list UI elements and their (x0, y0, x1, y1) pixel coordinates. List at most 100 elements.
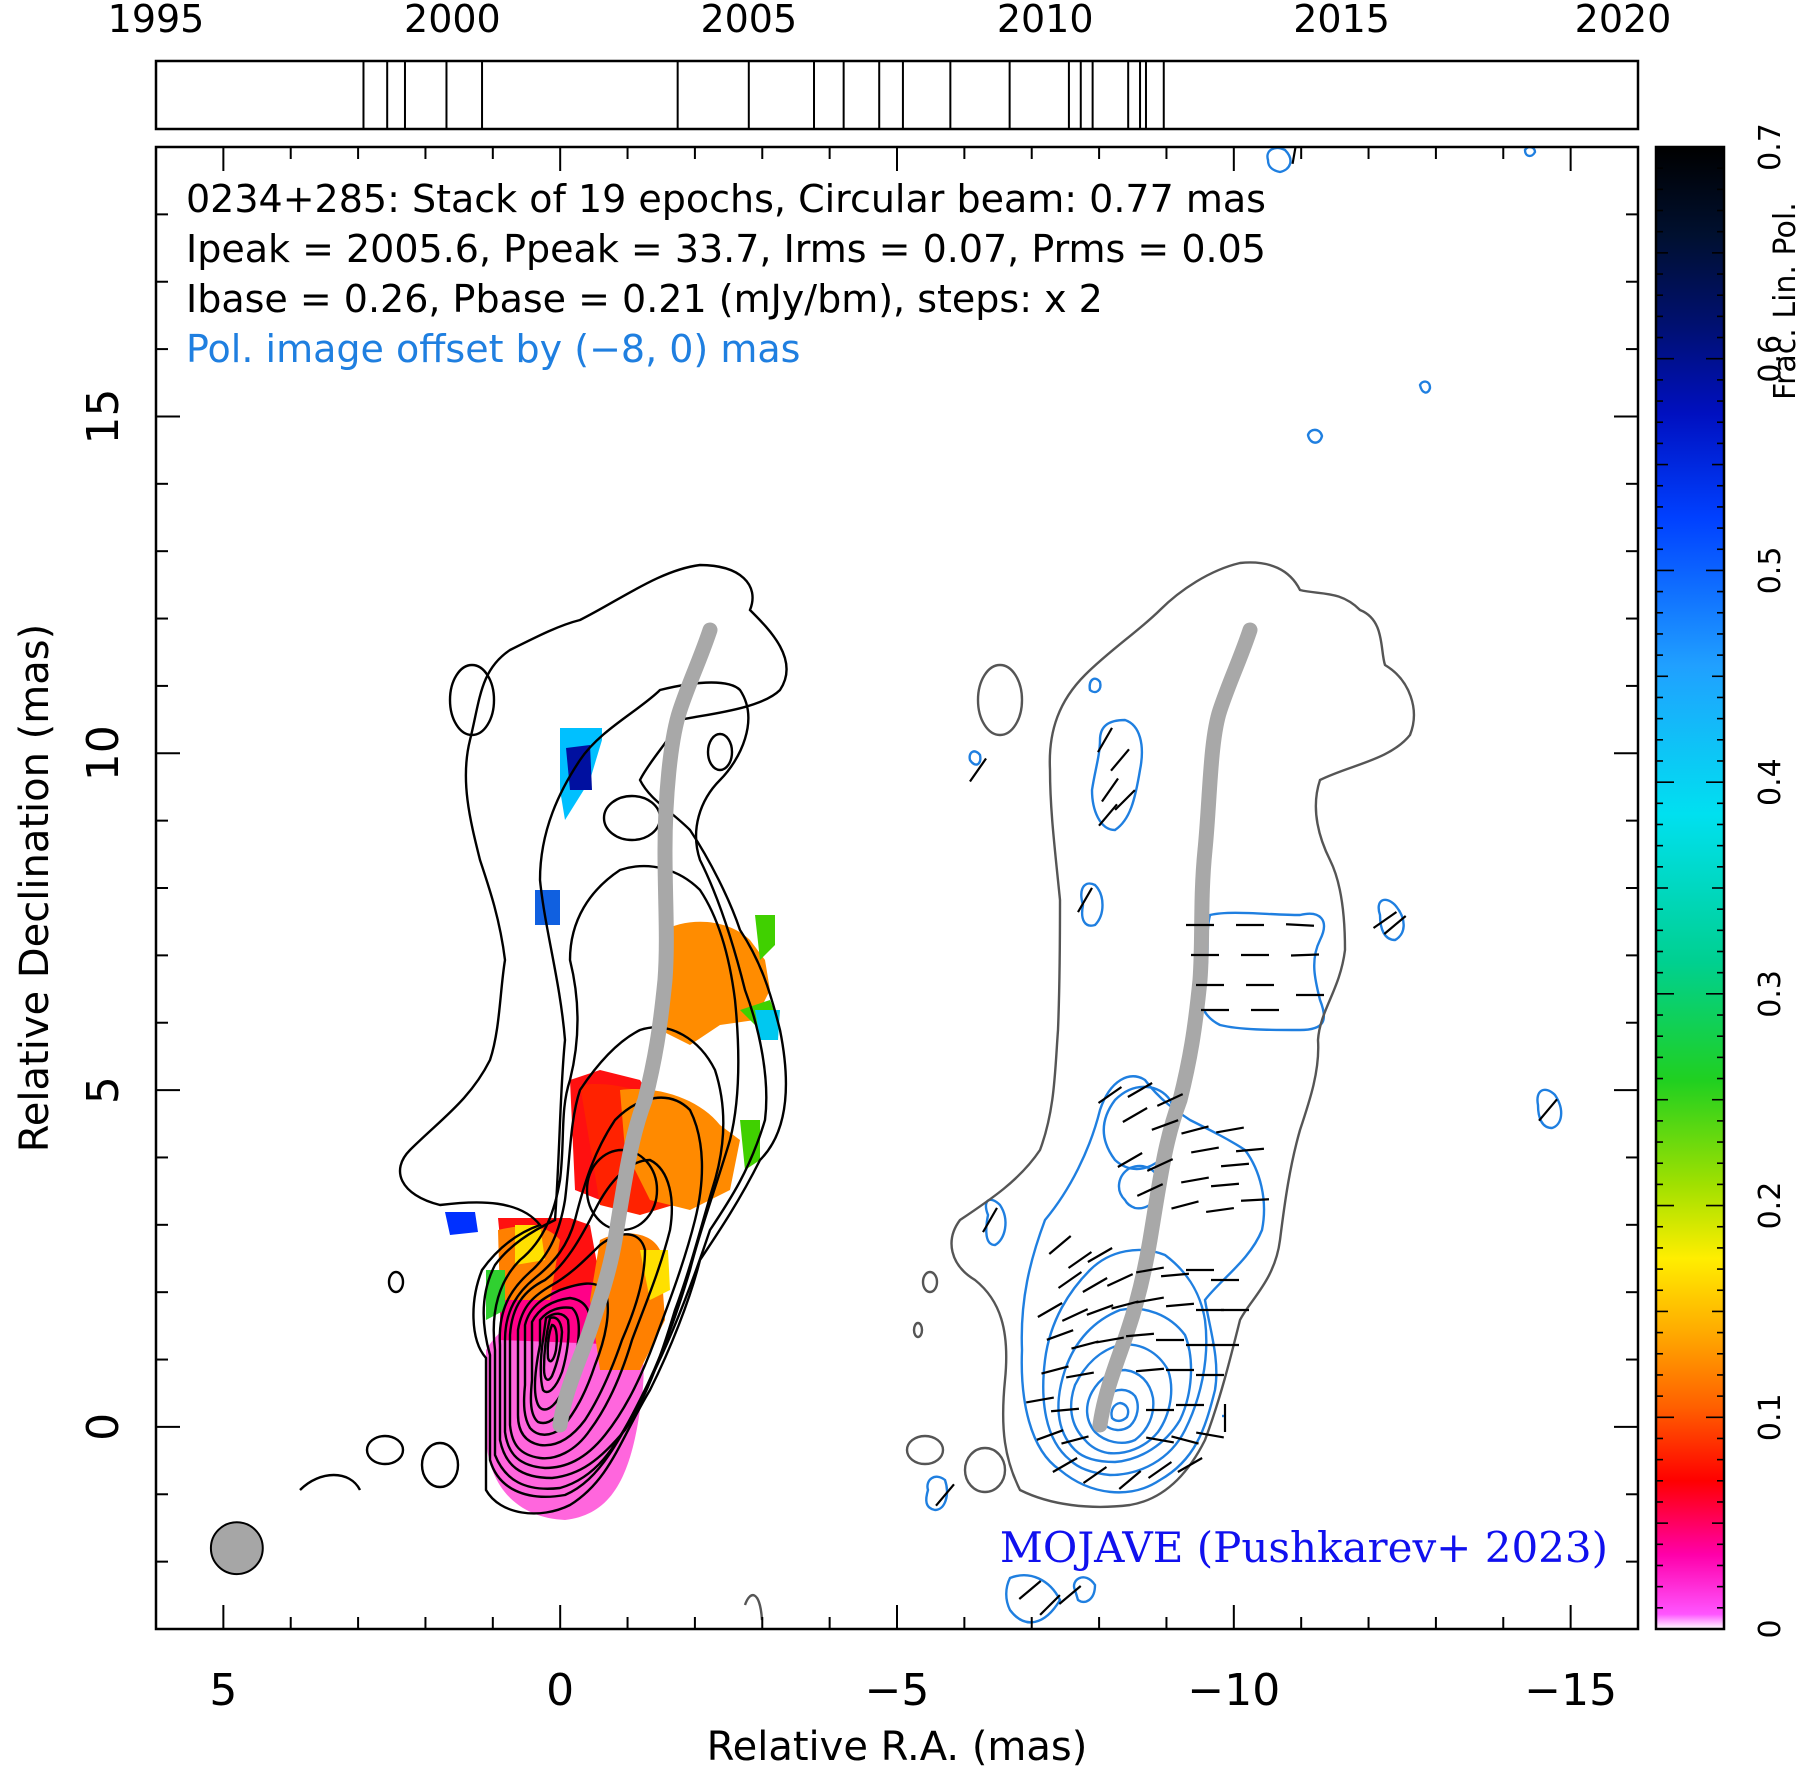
evpa-tick (1036, 1429, 1064, 1441)
pol-region-blue-top-core (566, 745, 592, 790)
colorbar-tick-label: 0.7 (1753, 123, 1788, 171)
colorbar-tick-label: 0.5 (1753, 547, 1788, 595)
pol-region-upper-cyan (755, 1010, 780, 1040)
colorbar-tick-label: 0.4 (1753, 758, 1788, 806)
evpa-tick (1077, 887, 1093, 913)
pol-region-green (486, 1270, 505, 1320)
evpa-tick (1146, 1436, 1174, 1444)
evpa-tick (1216, 1126, 1244, 1134)
evpa-tick (1285, 923, 1315, 927)
evpa-tick (969, 757, 987, 783)
evpa-tick (1050, 1407, 1080, 1413)
pol-region-mid-orange (620, 1089, 740, 1210)
timeline-frame (154, 59, 1640, 131)
colorbar-ticks (1656, 146, 1724, 1630)
evpa-tick (1210, 1182, 1240, 1188)
evpa-tick (1096, 1336, 1124, 1344)
y-tick-label: 5 (78, 1076, 129, 1104)
credit-label: MOJAVE (Pushkarev+ 2023) (1000, 1523, 1608, 1572)
evpa-tick (1136, 1296, 1164, 1304)
evpa-tick (1037, 1302, 1063, 1318)
colorbar-tick-label: 0.1 (1753, 1393, 1788, 1441)
evpa-tick (1098, 803, 1118, 827)
header-line-1: 0234+285: Stack of 19 epochs, Circular b… (186, 177, 1266, 221)
colorbar-tick-label: 0 (1753, 1619, 1788, 1638)
evpa-tick (1220, 1162, 1250, 1168)
timeline-year-label: 2020 (1575, 0, 1672, 41)
evpa-tick (982, 1207, 998, 1233)
evpa-tick (1291, 147, 1297, 164)
evpa-tick (1087, 1247, 1113, 1263)
y-tick-label: 15 (78, 388, 129, 444)
pol-region-upper-orange (660, 921, 770, 1045)
y-tick-label: 10 (78, 725, 129, 781)
jet-ridge-line-left (552, 622, 718, 1433)
evpa-tick (1151, 1119, 1179, 1131)
evpa-ticks (935, 147, 1558, 1616)
evpa-tick (1067, 1251, 1093, 1269)
evpa-tick (1052, 1457, 1078, 1473)
timeline-year-label: 2010 (997, 0, 1094, 41)
evpa-tick (1046, 1329, 1074, 1341)
pol-region-blue-left (445, 1212, 478, 1235)
polarized-intensity-contours-right (925, 147, 1563, 1624)
colorbar-label: Frac. Lin. Pol. (1768, 202, 1803, 400)
evpa-tick (1114, 789, 1136, 811)
evpa-tick (1372, 911, 1398, 929)
evpa-tick (1171, 1200, 1199, 1210)
x-tick-label: −10 (1187, 1665, 1280, 1716)
evpa-tick (1181, 1125, 1209, 1135)
evpa-tick (1205, 1206, 1235, 1214)
colorbar: 0 0.1 0.2 0.3 0.4 0.5 0.6 0.7 Frac. Lin. Pol. (1654, 123, 1803, 1639)
jet-ridge-line-right (1092, 622, 1258, 1433)
evpa-tick (1097, 727, 1113, 753)
x-tick-label: 0 (546, 1665, 574, 1716)
evpa-tick (1136, 1266, 1164, 1274)
axis-ticks (155, 146, 1639, 1630)
evpa-tick (1082, 1466, 1108, 1484)
evpa-tick (1160, 1272, 1190, 1278)
evpa-tick (1177, 1457, 1203, 1473)
colorbar-tick-label: 0.2 (1753, 1182, 1788, 1230)
evpa-tick (1071, 1340, 1099, 1350)
timeline-epoch-marks (362, 61, 1165, 129)
x-tick-label: −15 (1524, 1665, 1617, 1716)
offset-note: Pol. image offset by (−8, 0) mas (186, 327, 800, 371)
evpa-tick (1058, 1585, 1082, 1605)
timeline-year-label: 2005 (700, 0, 797, 41)
evpa-tick (1057, 1271, 1083, 1289)
evpa-tick (1235, 1147, 1265, 1153)
evpa-tick (1290, 953, 1320, 957)
evpa-tick (1136, 1183, 1164, 1197)
x-axis-label: Relative R.A. (mas) (707, 1724, 1088, 1770)
evpa-tick (1171, 1435, 1199, 1445)
total-intensity-contour-right (743, 561, 1415, 1621)
pol-region-blue-small (535, 890, 560, 925)
evpa-tick (1196, 1431, 1224, 1439)
timeline-tick-labels: 1995 2000 2005 2010 2015 2020 (108, 0, 1672, 41)
map-panel: 5 0 −5 −10 −15 0 5 10 15 0234+285: Stack of 19 e… (12, 145, 1640, 1770)
evpa-tick (1117, 1152, 1143, 1168)
evpa-tick (1122, 1107, 1148, 1123)
evpa-tick (1240, 1198, 1270, 1202)
evpa-tick (1061, 1308, 1089, 1322)
evpa-tick (1191, 1146, 1219, 1154)
evpa-tick (1086, 1304, 1114, 1316)
axis-tick-labels: 5 0 −5 −10 −15 0 5 10 15 (78, 388, 1617, 1716)
evpa-tick (1538, 1098, 1558, 1122)
evpa-tick (1026, 1396, 1054, 1404)
evpa-tick (1383, 915, 1407, 935)
evpa-tick (1127, 1082, 1153, 1098)
evpa-tick (1082, 1277, 1108, 1293)
colorbar-tick-label: 0.6 (1753, 335, 1788, 383)
timeline-year-label: 2000 (404, 0, 501, 41)
evpa-tick (1146, 1158, 1174, 1172)
evpa-tick (1156, 1093, 1184, 1107)
timeline-year-label: 1995 (108, 0, 205, 41)
evpa-tick (1165, 1302, 1195, 1308)
evpa-tick (1181, 1176, 1209, 1184)
evpa-tick (1048, 1235, 1072, 1255)
evpa-tick (1118, 1470, 1142, 1490)
total-intensity-contours-left (299, 563, 788, 1515)
